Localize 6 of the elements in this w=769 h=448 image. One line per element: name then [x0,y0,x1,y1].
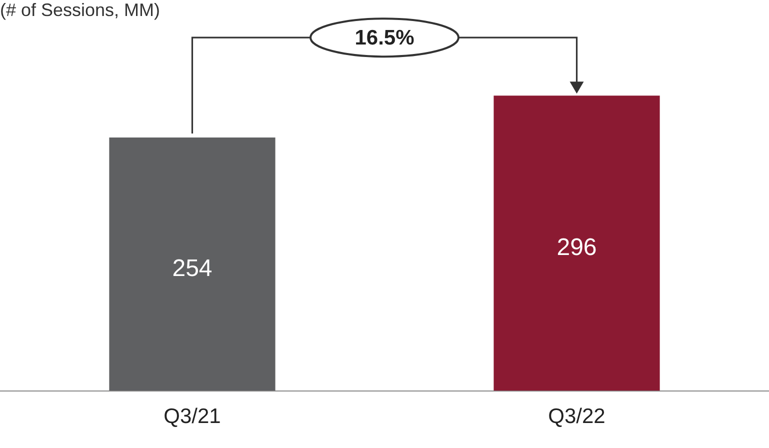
data-label: 254 [172,254,212,282]
text: 16.5% [354,26,415,50]
chart-title: (# of Sessions, MM) [0,0,160,20]
data-label: 296 [556,234,597,261]
x-tick-label: Q3/22 [548,405,606,428]
x-tick-label: Q3/21 [164,405,221,428]
